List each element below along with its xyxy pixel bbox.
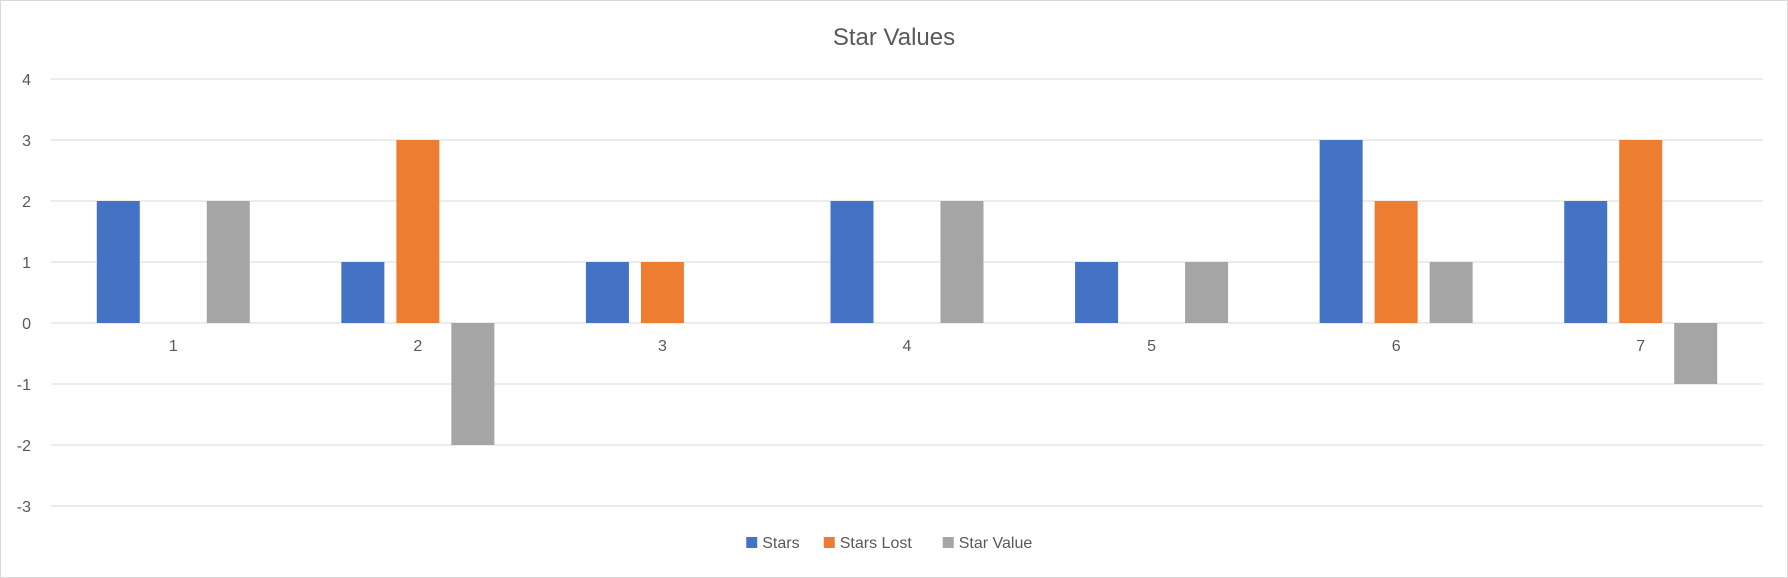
bar-stars-5 [1075,262,1119,323]
legend-swatch [942,537,954,548]
x-tick-label: 2 [413,338,422,355]
y-tick-label: -1 [17,377,31,394]
bar-stars-lost-6 [1374,201,1418,323]
legend: Stars Stars Lost Star Value [746,535,1032,552]
legend-label: Star Value [959,535,1033,552]
y-axis-labels: 4 3 2 1 0 -1 -2 -3 [17,72,31,516]
bar-star-value-7 [1674,323,1718,384]
bar-star-value-1 [206,201,250,323]
bar-stars-4 [830,201,874,323]
legend-label: Stars [762,535,799,552]
legend-swatch [823,537,835,548]
x-tick-label: 5 [1147,338,1156,355]
y-tick-label: 0 [22,316,31,333]
bar-star-value-5 [1185,262,1229,323]
bar-stars-6 [1319,140,1363,323]
x-tick-label: 1 [169,338,178,355]
bar-star-value-2 [451,323,495,445]
bar-stars-2 [341,262,385,323]
bar-stars-3 [585,262,629,323]
bar-star-value-6 [1429,262,1473,323]
bar-stars-lost-7 [1619,140,1663,323]
x-tick-label: 3 [658,338,667,355]
y-tick-label: 3 [22,133,31,150]
y-tick-label: 1 [22,255,31,272]
x-tick-label: 7 [1636,338,1645,355]
bar-stars-7 [1564,201,1608,323]
x-tick-label: 6 [1392,338,1401,355]
y-tick-label: -2 [17,438,31,455]
legend-label: Stars Lost [840,535,913,552]
chart-title: Star Values [833,24,955,51]
x-tick-label: 4 [903,338,912,355]
bar-stars-1 [96,201,140,323]
legend-swatch [746,537,758,548]
bar-stars-lost-3 [640,262,684,323]
y-tick-label: 2 [22,194,31,211]
gridlines [51,78,1763,507]
x-axis-labels: 1 2 3 4 5 6 7 [169,338,1645,355]
y-tick-label: -3 [17,499,31,516]
bars [96,140,1718,445]
bar-stars-lost-2 [396,140,440,323]
y-tick-label: 4 [22,72,31,89]
bar-star-value-4 [940,201,984,323]
